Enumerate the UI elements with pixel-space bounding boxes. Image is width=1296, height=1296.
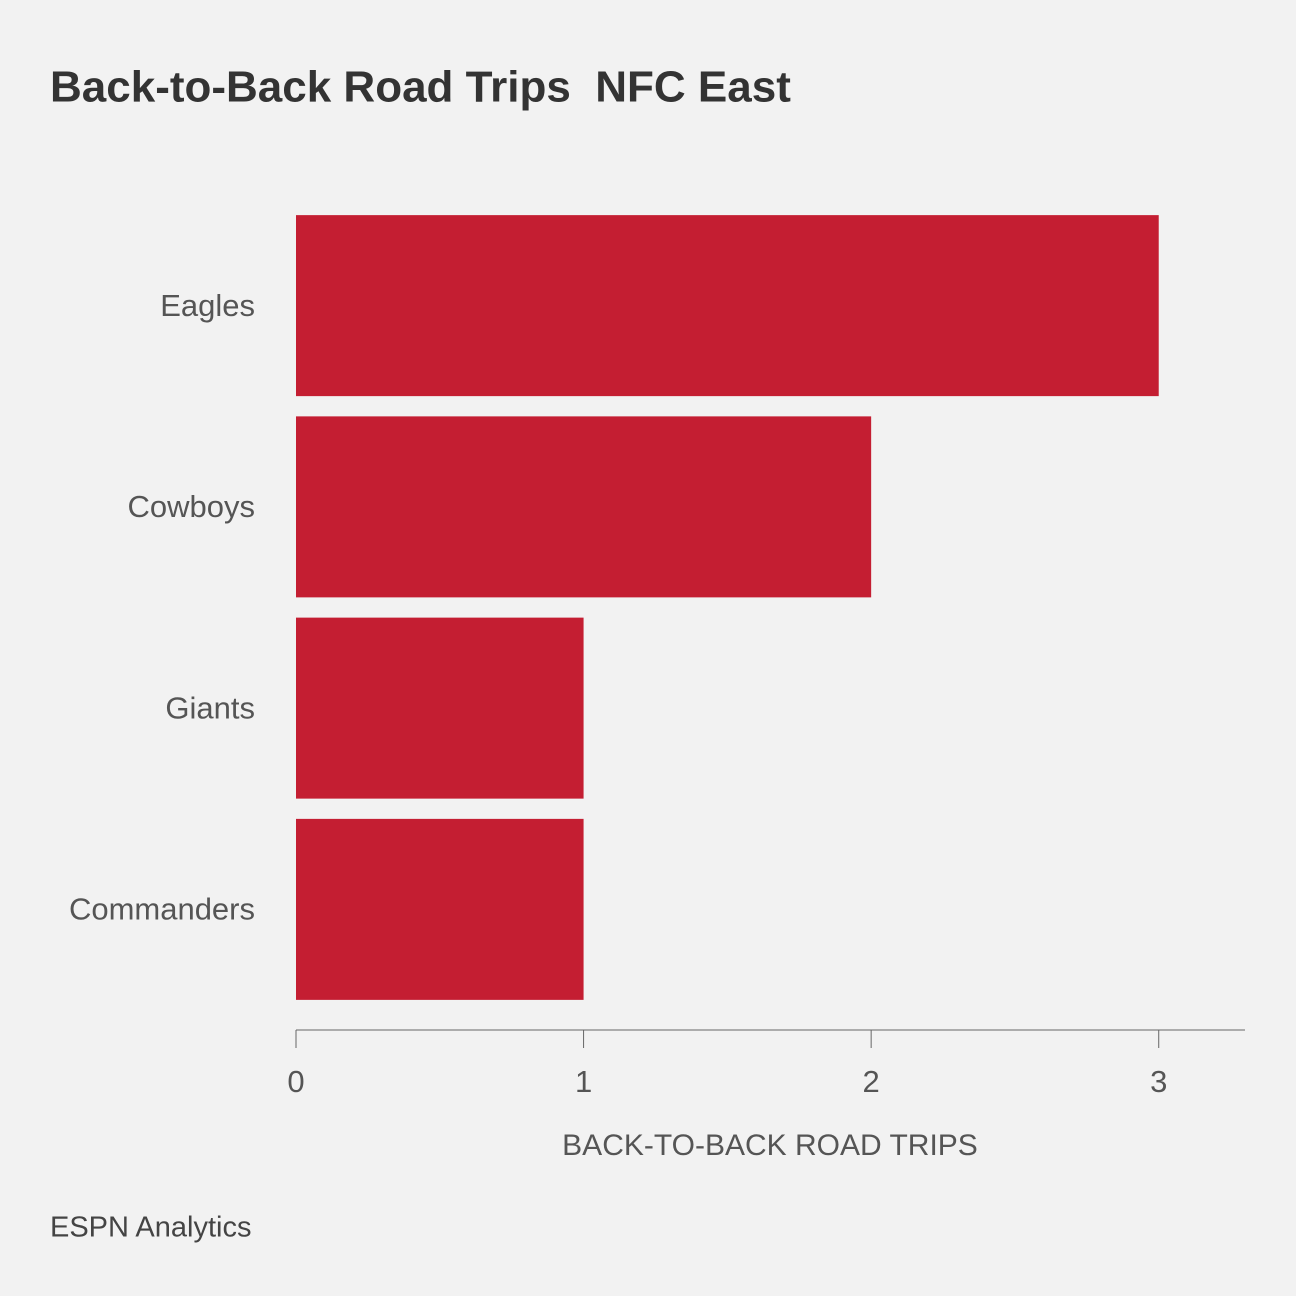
chart-title: Back-to-Back Road Trips NFC East [50,63,791,112]
y-tick-label: Cowboys [128,489,256,524]
bar [296,617,584,799]
source: ESPN Analytics [50,1212,251,1244]
x-tick-label: 3 [1150,1064,1167,1099]
x-tick-label: 1 [575,1064,592,1099]
bar [296,215,1159,397]
x-tick-label: 0 [287,1064,304,1099]
y-tick-label: Giants [165,690,255,725]
y-tick-label: Commanders [69,892,255,927]
x-tick-label: 2 [863,1064,880,1099]
bar [296,416,872,598]
y-tick-label: Eagles [160,288,255,323]
bar [296,818,584,1000]
x-axis-label: BACK-TO-BACK ROAD TRIPS [562,1129,978,1162]
